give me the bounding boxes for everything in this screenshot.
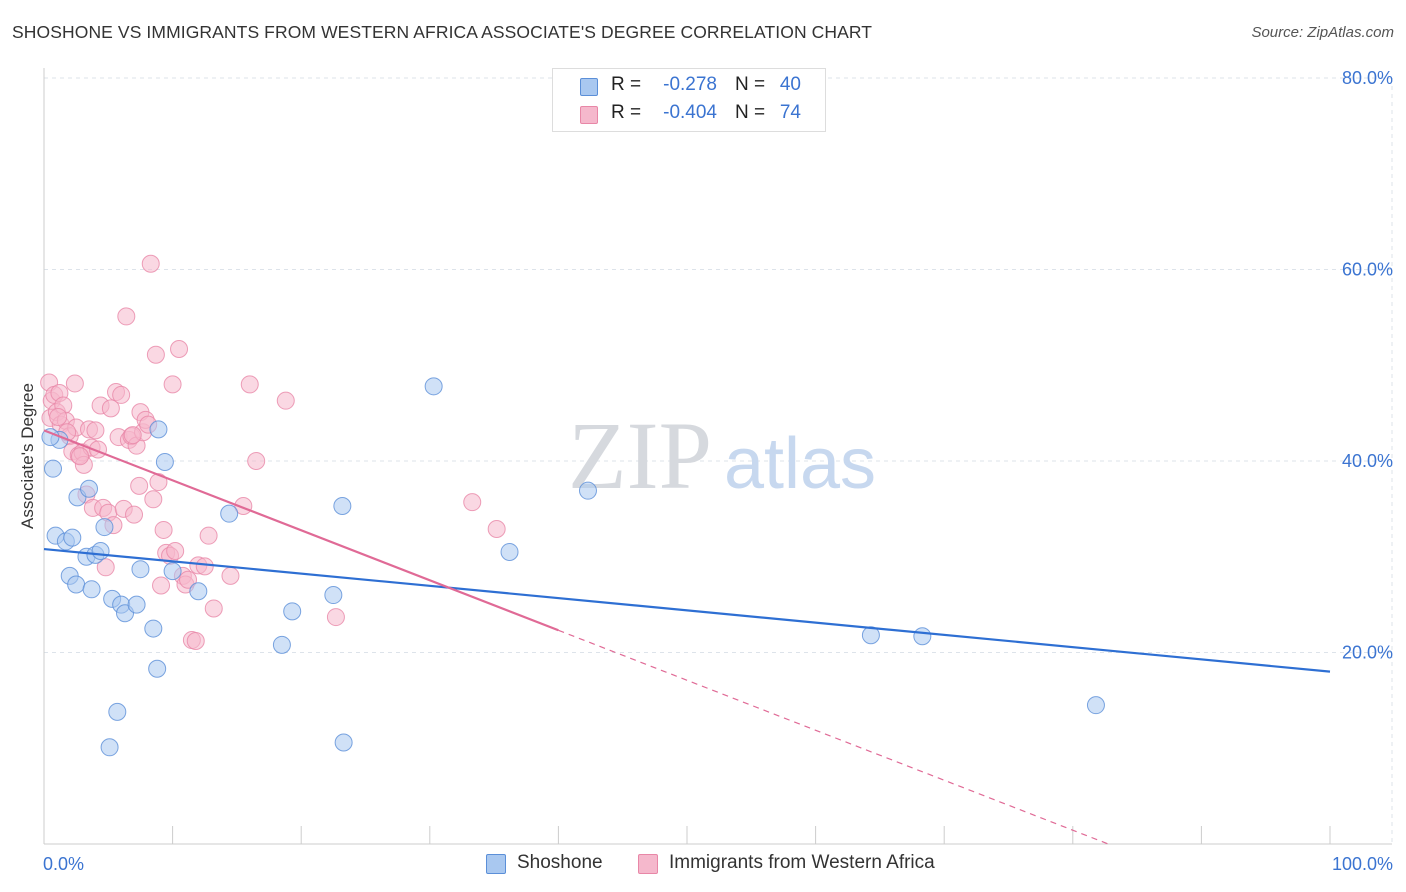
immigrants-point bbox=[141, 254, 160, 273]
immigrants-point bbox=[96, 558, 115, 577]
shoshone-point bbox=[63, 528, 82, 547]
gridlines bbox=[44, 77, 1393, 844]
immigrants-point bbox=[166, 542, 185, 561]
trend-line-extension-immigrants bbox=[558, 629, 1109, 845]
shoshone-point bbox=[424, 377, 443, 396]
shoshone-point bbox=[91, 542, 110, 561]
r-label: R = bbox=[611, 74, 642, 95]
shoshone-point bbox=[144, 619, 163, 638]
watermark: ZIP atlas bbox=[568, 402, 876, 509]
shoshone-point bbox=[80, 479, 99, 498]
y-tick-label: 20.0% bbox=[1342, 643, 1393, 663]
n-value: 74 bbox=[779, 102, 801, 123]
legend-item-shoshone[interactable]: Shoshone bbox=[486, 852, 626, 876]
shoshone-point bbox=[861, 626, 880, 645]
legend-label: Immigrants from Western Africa bbox=[669, 852, 935, 873]
shoshone-point bbox=[44, 459, 63, 478]
trend-line-shoshone bbox=[43, 547, 1331, 673]
immigrants-point bbox=[199, 526, 218, 545]
shoshone-point bbox=[131, 560, 150, 579]
trend-line-immigrants bbox=[43, 429, 559, 632]
immigrants-swatch bbox=[638, 854, 658, 874]
immigrants-point bbox=[186, 632, 205, 651]
r-value: -0.404 bbox=[663, 102, 717, 123]
x-tick-label: 0.0% bbox=[43, 854, 84, 874]
immigrants-point bbox=[163, 375, 182, 394]
immigrants-point bbox=[247, 452, 266, 470]
immigrants-point bbox=[117, 307, 136, 326]
data-points bbox=[40, 254, 1105, 757]
immigrants-point bbox=[204, 599, 223, 618]
shoshone-point bbox=[220, 504, 239, 523]
shoshone-point bbox=[100, 738, 119, 757]
shoshone-point bbox=[95, 518, 114, 537]
immigrants-swatch bbox=[580, 106, 598, 124]
immigrants-point bbox=[130, 476, 149, 495]
immigrants-point bbox=[276, 391, 295, 410]
shoshone-point bbox=[500, 542, 519, 561]
y-tick-label: 80.0% bbox=[1342, 68, 1393, 88]
legend-row-immigrants: R = -0.404 N = 74 bbox=[553, 100, 825, 128]
shoshone-point bbox=[82, 580, 101, 599]
immigrants-point bbox=[326, 608, 345, 627]
watermark-atlas: atlas bbox=[724, 424, 876, 504]
immigrants-point bbox=[71, 447, 90, 466]
immigrants-point bbox=[195, 557, 214, 576]
n-value: 40 bbox=[779, 74, 801, 95]
trend-lines bbox=[43, 429, 1331, 845]
shoshone-point bbox=[272, 635, 291, 654]
shoshone-point bbox=[1086, 696, 1105, 715]
immigrants-point bbox=[86, 421, 105, 440]
y-tick-label: 60.0% bbox=[1342, 260, 1393, 280]
legend-label: Shoshone bbox=[517, 852, 603, 873]
source-credit: Source: ZipAtlas.com bbox=[1251, 24, 1394, 41]
shoshone-point bbox=[67, 575, 86, 594]
immigrants-point bbox=[123, 426, 142, 445]
immigrants-point bbox=[149, 473, 168, 492]
immigrants-point bbox=[144, 490, 163, 509]
immigrants-point bbox=[221, 566, 240, 585]
shoshone-point bbox=[108, 702, 127, 721]
n-label: N = bbox=[735, 102, 766, 123]
shoshone-point bbox=[324, 586, 343, 605]
r-value: -0.278 bbox=[663, 74, 717, 95]
axes bbox=[43, 68, 1392, 845]
tick-labels: 20.0% 40.0% 60.0% 80.0% 0.0% 100.0% bbox=[43, 68, 1393, 874]
immigrants-point bbox=[463, 493, 482, 512]
legend-item-immigrants[interactable]: Immigrants from Western Africa bbox=[638, 852, 968, 876]
shoshone-point bbox=[163, 562, 182, 581]
shoshone-point bbox=[913, 627, 932, 646]
legend-row-shoshone: R = -0.278 N = 40 bbox=[553, 72, 825, 100]
immigrants-point bbox=[49, 407, 68, 426]
immigrants-point bbox=[179, 570, 198, 589]
immigrants-point bbox=[125, 505, 144, 524]
shoshone-point bbox=[578, 481, 597, 500]
shoshone-point bbox=[189, 582, 208, 601]
immigrants-point bbox=[240, 375, 259, 394]
immigrants-point bbox=[152, 576, 171, 595]
shoshone-point bbox=[283, 602, 302, 621]
shoshone-point bbox=[127, 595, 146, 614]
shoshone-point bbox=[149, 420, 168, 439]
shoshone-swatch bbox=[580, 78, 598, 96]
immigrants-point bbox=[487, 519, 506, 538]
shoshone-swatch bbox=[486, 854, 506, 874]
immigrants-point bbox=[112, 385, 131, 404]
r-label: R = bbox=[611, 102, 642, 123]
immigrants-point bbox=[101, 399, 120, 418]
chart-title: SHOSHONE VS IMMIGRANTS FROM WESTERN AFRI… bbox=[12, 22, 873, 42]
n-label: N = bbox=[735, 74, 766, 95]
shoshone-point bbox=[334, 733, 353, 752]
shoshone-point bbox=[148, 659, 167, 678]
shoshone-point bbox=[333, 497, 352, 516]
immigrants-point bbox=[65, 374, 84, 393]
immigrants-point bbox=[154, 520, 173, 539]
immigrants-point bbox=[146, 345, 165, 364]
correlation-legend: R = -0.278 N = 40 R = -0.404 N = 74 bbox=[552, 68, 826, 132]
y-tick-label: 40.0% bbox=[1342, 451, 1393, 471]
shoshone-point bbox=[155, 452, 174, 471]
immigrants-point bbox=[170, 339, 189, 358]
x-tick-label: 100.0% bbox=[1332, 854, 1393, 874]
